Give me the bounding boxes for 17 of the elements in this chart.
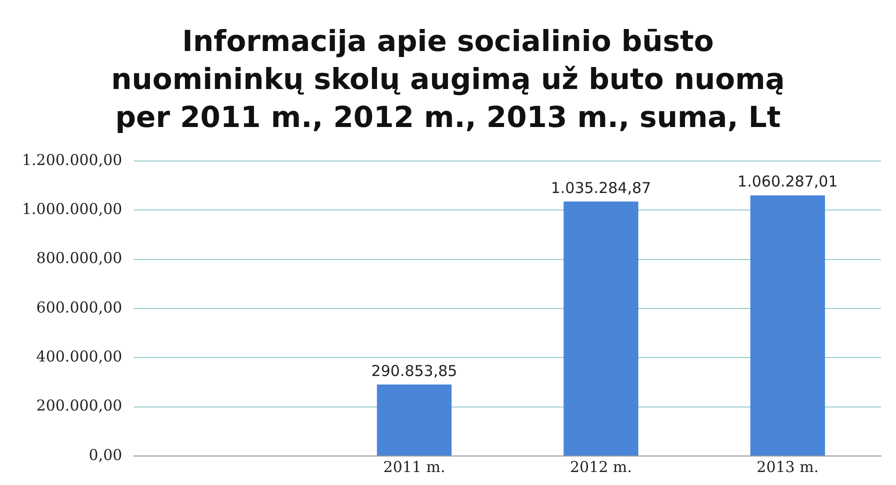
- y-tick-label: 1.000.000,00: [22, 200, 122, 218]
- y-tick-label: 400.000,00: [36, 348, 122, 366]
- x-tick-label: 2012 m.: [570, 458, 632, 476]
- bar: [564, 201, 638, 456]
- chart-title: Informacija apie socialinio būsto nuomininkų skolų augimą už buto nuomą per 2011 m., 2012 m., 2013 m., suma, Lt: [110, 23, 786, 136]
- y-tick-label: 800.000,00: [36, 249, 122, 268]
- bar: [376, 384, 452, 456]
- x-tick-label: 2011 m.: [383, 458, 446, 476]
- x-tick-label: 2013 m.: [756, 458, 819, 476]
- y-tick-label: 0,00: [88, 446, 122, 464]
- bar: [750, 195, 825, 456]
- y-tick-label: 600.000,00: [36, 298, 122, 316]
- data-label: 1.060.287,01: [738, 172, 838, 191]
- data-label: 1.035.284,87: [550, 178, 652, 197]
- data-label: 290.853,85: [371, 362, 458, 380]
- y-tick-label: 200.000,00: [36, 396, 122, 415]
- y-tick-label: 1.200.000,00: [22, 150, 122, 169]
